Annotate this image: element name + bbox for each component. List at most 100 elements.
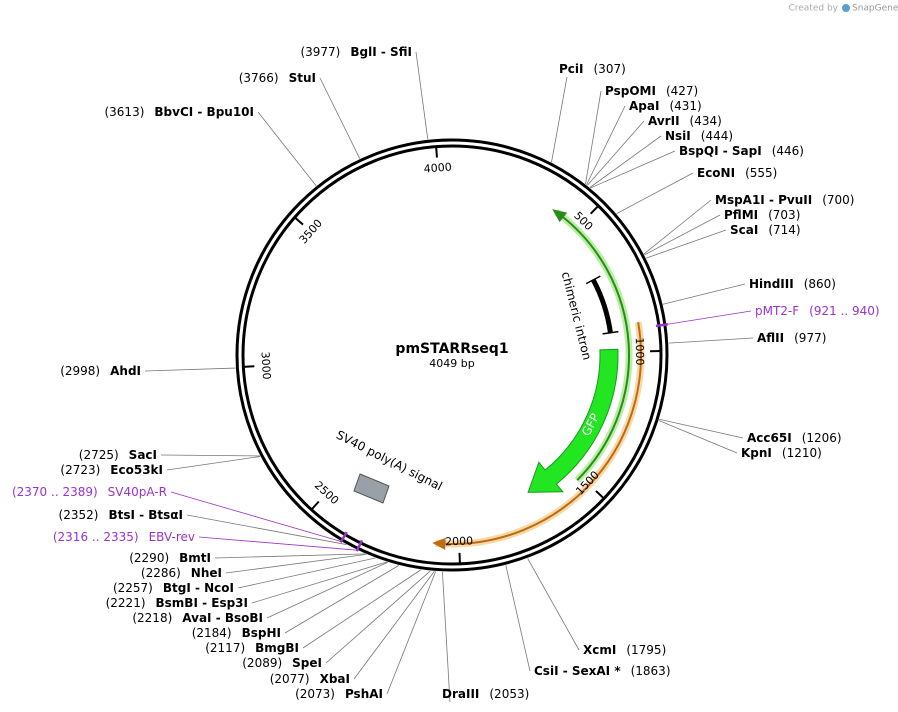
- feature-arrowhead: [552, 209, 568, 223]
- leader-line: [251, 561, 387, 604]
- leader-line: [668, 337, 754, 344]
- leader-line: [442, 571, 451, 703]
- site-label: EcoNI (555): [697, 166, 777, 180]
- leader-line: [505, 565, 531, 672]
- tick-mark: [294, 216, 304, 226]
- gfp-arrow: [527, 348, 619, 493]
- brand-icon: [842, 4, 850, 12]
- feature-arrowhead: [432, 537, 446, 550]
- leader-line: [237, 557, 376, 589]
- site-position: (1795): [626, 643, 666, 657]
- leader-line: [662, 283, 746, 305]
- site-position: (714): [768, 223, 800, 237]
- site-name: AvaI - BsoBI: [182, 611, 263, 625]
- site-position: (555): [745, 166, 777, 180]
- leader-line: [646, 229, 727, 259]
- site-name: BtgI - NcoI: [163, 581, 234, 595]
- site-position: (2117): [205, 641, 245, 655]
- site-name: StuI: [289, 71, 316, 85]
- site-position: (2073): [295, 687, 335, 701]
- site-label: NsiI (444): [665, 129, 733, 143]
- site-position: (2218): [132, 611, 172, 625]
- primer-position: (921 .. 940): [809, 304, 879, 318]
- site-name: NsiI: [665, 129, 691, 143]
- site-position: (427): [666, 84, 698, 98]
- tick-label: 3500: [297, 217, 325, 247]
- site-label: AvrII (434): [648, 114, 722, 128]
- plasmid-name: pmSTARRseq1: [395, 341, 508, 357]
- primer-label: (2370 .. 2389) SV40pA-R: [12, 485, 167, 499]
- site-name: XcmI: [583, 643, 616, 657]
- primer-label: pMT2-F (921 .. 940): [755, 304, 880, 318]
- site-label: (2117) BmgBI: [205, 641, 299, 655]
- intron-cap: [585, 275, 601, 285]
- site-label: (2286) NheI: [141, 566, 222, 580]
- site-name: BsmBI - Esp3I: [156, 596, 248, 610]
- tick-mark: [595, 490, 605, 500]
- primer-mark: [355, 539, 364, 552]
- site-name: ApaI: [629, 99, 659, 113]
- site-label: (2290) BmtI: [129, 551, 211, 565]
- site-name: ScaI: [730, 223, 758, 237]
- site-label: (2723) Eco53kI: [60, 463, 163, 477]
- leader-line: [616, 172, 694, 214]
- leader-line: [186, 514, 347, 545]
- backbone-inner: [241, 144, 663, 566]
- leader-line: [586, 105, 626, 185]
- site-label: AflII (977): [757, 331, 826, 345]
- leader-line: [353, 571, 435, 680]
- site-name: PshAI: [345, 687, 383, 701]
- site-name: PciI: [559, 62, 584, 76]
- leader-line: [415, 51, 429, 140]
- site-position: (2221): [106, 596, 146, 610]
- site-name: CsiI - SexAI *: [534, 664, 621, 678]
- feature-arrow: [445, 322, 642, 545]
- site-name: AvrII: [648, 114, 680, 128]
- site-name: HindIII: [749, 277, 794, 291]
- site-label: (2218) AvaI - BsoBI: [132, 611, 263, 625]
- leader-line: [166, 456, 261, 471]
- site-position: (860): [804, 277, 836, 291]
- site-position: (977): [794, 331, 826, 345]
- tick-mark: [589, 205, 600, 215]
- site-label: Acc65I (1206): [747, 431, 842, 445]
- leader-line: [585, 90, 602, 184]
- site-name: BmgBI: [255, 641, 299, 655]
- site-name: BmtI: [179, 551, 211, 565]
- leader-line: [589, 135, 662, 188]
- site-label: MspA1I - PvuII (700): [715, 193, 854, 207]
- site-label: KpnI (1210): [741, 446, 822, 460]
- site-name: SacI: [129, 448, 157, 462]
- site-position: (444): [701, 129, 733, 143]
- site-name: EcoNI: [697, 166, 735, 180]
- site-position: (2053): [489, 687, 529, 701]
- brand: SnapGene: [852, 4, 898, 14]
- site-label: (2073) PshAI: [295, 687, 383, 701]
- site-label: (2998) AhdI: [60, 364, 141, 378]
- site-position: (3766): [239, 71, 279, 85]
- site-label: DraIII (2053): [442, 687, 529, 701]
- leader-line: [214, 553, 366, 559]
- primer-mark: [655, 322, 668, 328]
- site-label: (3977) BglI - SfiI: [300, 45, 412, 59]
- site-name: XbaI: [320, 672, 350, 686]
- site-position: (2077): [270, 672, 310, 686]
- site-name: PflMI: [724, 208, 758, 222]
- tick-label: 1000: [633, 337, 647, 365]
- site-label: (2077) XbaI: [270, 672, 350, 686]
- leader-line: [225, 553, 367, 574]
- site-name: Acc65I: [747, 431, 792, 445]
- leader-line: [643, 199, 712, 255]
- feature-arrow: [560, 214, 630, 481]
- leader-line: [527, 558, 580, 651]
- feature-label: SV40 poly(A) signal: [334, 428, 445, 494]
- leader-line: [266, 561, 388, 619]
- site-position: (434): [690, 114, 722, 128]
- site-position: (446): [772, 144, 804, 158]
- plasmid-length: 4049 bp: [429, 357, 474, 370]
- site-label: CsiI - SexAI * (1863): [534, 664, 671, 678]
- site-name: BbvCI - Bpu10I: [154, 105, 254, 119]
- primer-name: SV40pA-R: [108, 485, 167, 499]
